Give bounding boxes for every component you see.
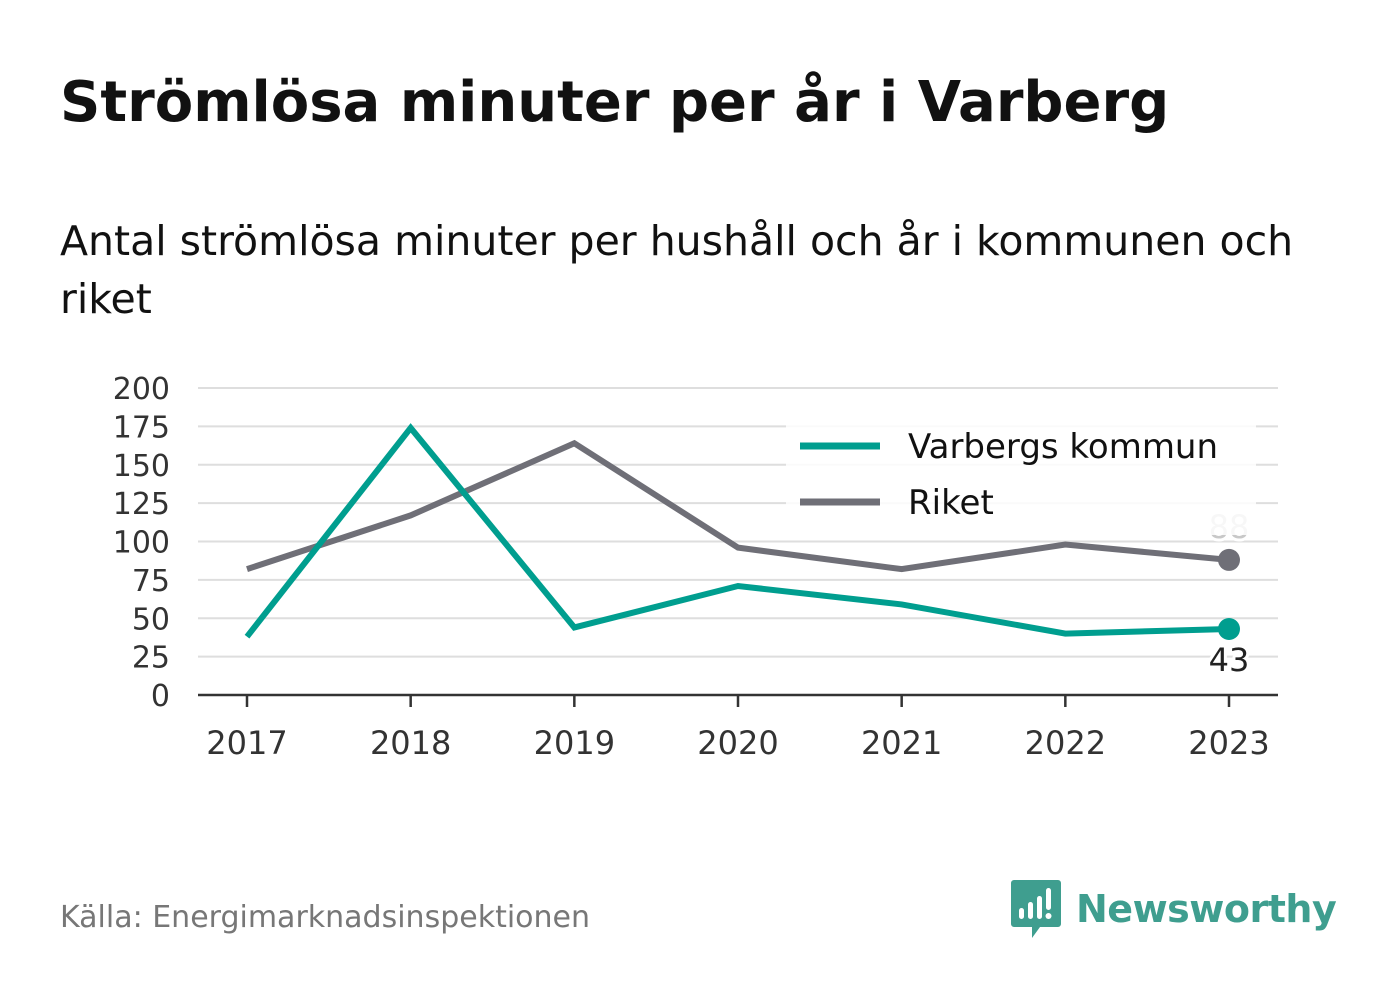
- source-note: Källa: Energimarknadsinspektionen: [60, 900, 591, 935]
- y-tick-label: 0: [151, 679, 170, 714]
- y-tick-label: 125: [113, 487, 170, 522]
- x-tick-label: 2019: [534, 724, 615, 762]
- y-tick-label: 175: [113, 410, 170, 445]
- y-tick-label: 200: [113, 372, 170, 407]
- series-line-riket: [246, 439, 1230, 573]
- y-tick-label: 75: [132, 564, 170, 599]
- end-point-riket: [1218, 548, 1240, 571]
- chart-title: Strömlösa minuter per år i Varberg: [60, 70, 1170, 135]
- y-tick-label: 100: [113, 526, 170, 561]
- series-line-varbergs-kommun: [244, 423, 1230, 639]
- x-tick-label: 2023: [1188, 724, 1269, 762]
- legend-background: [786, 420, 1256, 535]
- chart-subtitle: Antal strömlösa minuter per hushåll och …: [60, 217, 1294, 323]
- x-tick-label: 2018: [370, 724, 451, 762]
- end-label-halo-varbergs-kommun: 43: [1209, 641, 1250, 679]
- legend-label-riket: Riket: [908, 483, 994, 523]
- brand-logo: Newsworthy: [1010, 878, 1337, 940]
- y-tick-label: 150: [113, 449, 170, 484]
- legend-label-varbergs-kommun: Varbergs kommun: [908, 427, 1218, 467]
- x-tick-label: 2020: [697, 724, 778, 762]
- end-point-varbergs-kommun: [1218, 617, 1240, 640]
- y-tick-label: 25: [132, 641, 170, 676]
- x-tick-label: 2021: [861, 724, 942, 762]
- bar-chart-speech-bubble-icon: [1011, 880, 1061, 938]
- end-label-varbergs-kommun: 43: [1209, 641, 1250, 679]
- x-tick-label: 2022: [1025, 724, 1106, 762]
- brand-name: Newsworthy: [1076, 887, 1337, 931]
- x-tick-label: 2017: [206, 724, 287, 762]
- y-tick-label: 50: [132, 602, 170, 637]
